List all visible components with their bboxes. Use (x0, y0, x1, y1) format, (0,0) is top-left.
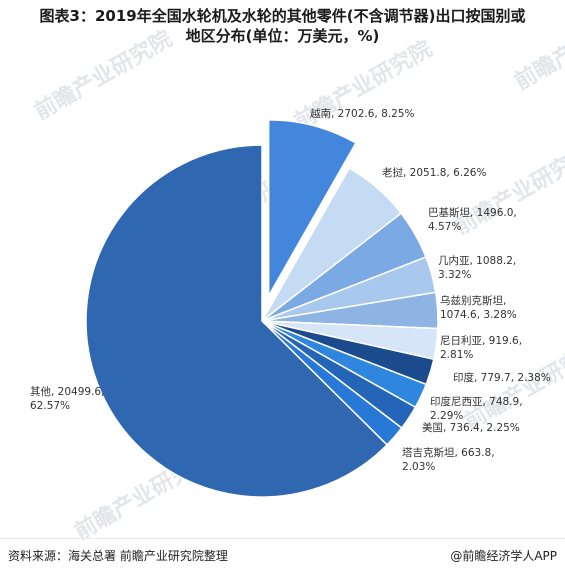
slice-label-2: 越南, 2702.6, 8.25% (310, 107, 414, 120)
slice-labels: 越南, 2702.6, 8.25% 老挝, 2051.8, 6.26% 巴基斯坦, … (30, 107, 551, 473)
watermark-text: 前瞻产业研究院 (290, 36, 436, 136)
chart-title-line-1: 图表3：2019年全国水轮机及水轮的其他零件(不含调节器)出口按国别或 (39, 7, 526, 25)
brand-credit: @前瞻经济学人APP (450, 549, 557, 563)
footer-divider (0, 538, 565, 539)
slice-label-6: 乌兹别克斯坦, 1074.6, 3.28% (440, 294, 517, 321)
slice-label-7: 尼日利亚, 919.6, 2.81% (440, 335, 522, 361)
slice-label-11: 塔吉克斯坦, 663.8, 2.03% (402, 446, 495, 473)
pie-slices (85, 119, 439, 498)
chart-title-line-2: 地区分布(单位：万美元，%) (185, 27, 380, 45)
slice-label-1: 其他, 20499.6, 62.57% (30, 385, 104, 412)
slice-label-10: 美国, 736.4, 2.25% (422, 421, 520, 434)
source-note: 资料来源：海关总署 前瞻产业研究院整理 (8, 549, 228, 563)
watermark-text: 前瞻产业研究院 (460, 336, 565, 436)
slice-label-5: 几内亚, 1088.2, 3.32% (438, 254, 516, 281)
watermark-text: 前瞻产业研究院 (450, 141, 565, 241)
pie-slice-2 (267, 119, 357, 299)
slice-label-4: 巴基斯坦, 1496.0, 4.57% (428, 206, 517, 233)
slice-label-3: 老挝, 2051.8, 6.26% (382, 166, 486, 179)
slice-label-8: 印度, 779.7, 2.38% (453, 371, 551, 384)
chart-title: 图表3：2019年全国水轮机及水轮的其他零件(不含调节器)出口按国别或 地区分布… (0, 6, 565, 46)
pie-slice-1 (85, 144, 389, 498)
slice-label-9: 印度尼西亚, 748.9, 2.29% (430, 395, 523, 422)
